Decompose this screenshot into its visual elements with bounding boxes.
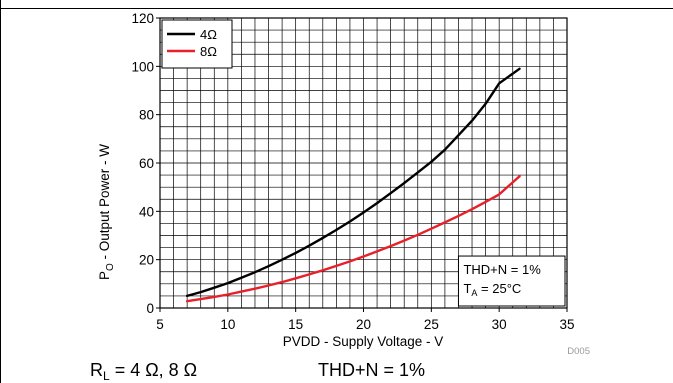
annotation-temp: TA = 25°C — [463, 281, 521, 298]
y-tick-label: 120 — [131, 11, 154, 26]
x-axis-label: PVDD - Supply Voltage - V — [283, 334, 444, 349]
series-line-4ohm — [185, 67, 521, 298]
x-tick-label: 25 — [424, 317, 439, 332]
annotation-thd: THD+N = 1% — [463, 262, 541, 277]
x-tick-label: 20 — [356, 317, 371, 332]
y-axis-label: PO - Output Power - W — [97, 144, 116, 280]
caption-load: RL = 4 Ω, 8 Ω — [90, 360, 197, 383]
plot-area: 5 10 15 20 25 30 35 0 20 40 60 80 100 120 4Ω 8Ω THD+N = … — [131, 11, 574, 332]
legend-box — [161, 19, 233, 69]
y-tick-label: 40 — [139, 204, 154, 219]
y-tick-label: 80 — [139, 108, 154, 123]
legend-label: 4Ω — [200, 27, 217, 42]
annotation-box — [457, 255, 566, 307]
x-tick-label: 35 — [559, 317, 574, 332]
x-tick-label: 10 — [220, 317, 235, 332]
y-tick-label: 60 — [139, 156, 154, 171]
x-tick-label: 30 — [492, 317, 507, 332]
figure-id: D005 — [567, 346, 590, 357]
caption-thd: THD+N = 1% — [318, 360, 425, 380]
legend-label: 8Ω — [200, 44, 217, 59]
series-line-8ohm — [185, 175, 521, 303]
y-tick-label: 20 — [139, 253, 154, 268]
y-tick-label: 100 — [131, 59, 154, 74]
x-tick-label: 15 — [288, 317, 303, 332]
y-tick-label: 0 — [146, 301, 154, 316]
x-tick-label: 5 — [156, 317, 164, 332]
